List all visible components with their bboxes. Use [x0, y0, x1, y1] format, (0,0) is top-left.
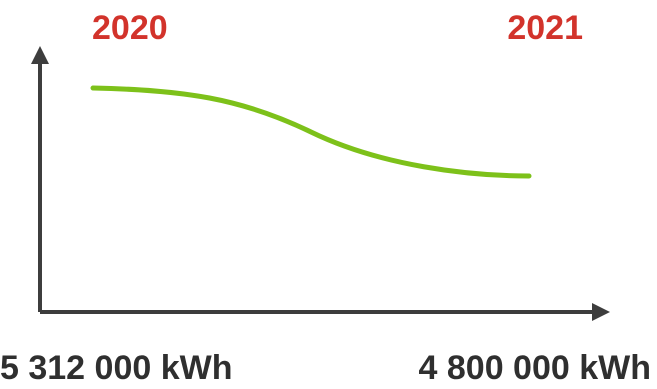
y-axis-arrow-icon [31, 46, 49, 64]
value-label-2021: 4 800 000 kWh [418, 349, 651, 387]
category-label-2021: 2021 [507, 9, 583, 47]
category-label-2020: 2020 [92, 9, 168, 47]
value-label-2020: 5 312 000 kWh [0, 349, 233, 387]
series-line [90, 85, 532, 179]
x-axis-arrow-icon [592, 303, 610, 321]
